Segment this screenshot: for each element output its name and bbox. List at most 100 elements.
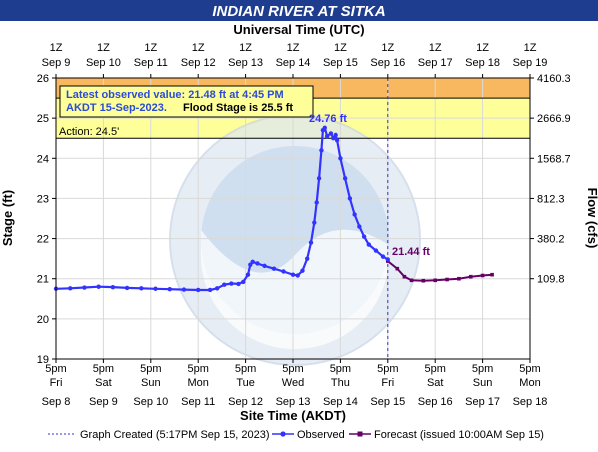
observed-point (357, 224, 362, 229)
top-tick-label-time: 1Z (287, 42, 300, 54)
legend-observed: Observed (297, 429, 345, 441)
observed-point (196, 287, 201, 293)
bottom-tick-label-date: Sep 9 (89, 396, 118, 408)
bottom-tick-label-date: Sep 8 (42, 396, 71, 408)
bottom-tick-label-date: Sep 18 (513, 396, 548, 408)
bottom-tick-label-day: Mon (519, 377, 540, 389)
left-tick-label: 25 (37, 113, 49, 125)
axis-ticks: 19 20 21 22 23 24 25 26 4160.3 2666.9 1568.7 812.3 3… (37, 42, 571, 408)
observed-point (347, 196, 353, 201)
bottom-tick-label-time: 5pm (330, 363, 351, 375)
info-box-line1: Latest observed value: 21.48 ft at 4:45 … (66, 89, 284, 101)
noaa-watermark-logo (169, 114, 421, 366)
bottom-tick-label-time: 5pm (377, 363, 398, 375)
bottom-tick-label-time: 5pm (140, 363, 161, 375)
forecast-point (421, 278, 426, 283)
observed-point (319, 148, 324, 153)
right-tick-label: 1568.7 (537, 153, 571, 165)
forecast-point (395, 266, 400, 271)
info-box-line2-a: AKDT 15-Sep-2023. (66, 102, 167, 114)
top-tick-label-date: Sep 10 (86, 57, 121, 69)
right-tick-label: 4160.3 (537, 73, 571, 85)
bottom-tick-label-day: Sun (141, 377, 161, 389)
bottom-tick-label-date: Sep 15 (370, 396, 405, 408)
observed-point (331, 136, 336, 141)
top-tick-label-time: 1Z (50, 42, 63, 54)
top-axis-title: Universal Time (UTC) (233, 22, 364, 37)
observed-point (222, 282, 227, 287)
top-tick-label-time: 1Z (476, 42, 489, 54)
observed-point (314, 200, 319, 205)
legend-observed-marker (280, 431, 286, 437)
legend: Graph Created (5:17PM Sep 15, 2023) Obse… (48, 429, 544, 441)
observed-point (214, 286, 220, 291)
legend-forecast: Forecast (issued 10:00AM Sep 15) (374, 429, 544, 441)
bottom-tick-label-time: 5pm (282, 363, 303, 375)
observed-point (110, 284, 116, 290)
observed-point (181, 287, 187, 292)
top-tick-label-time: 1Z (192, 42, 205, 54)
chart-title: INDIAN RIVER AT SITKA (212, 3, 385, 20)
bottom-tick-label-date: Sep 16 (418, 396, 453, 408)
observed-line (55, 125, 389, 292)
bottom-tick-label-day: Sat (95, 377, 112, 389)
left-tick-label: 21 (37, 274, 49, 286)
left-axis-title: Stage (ft) (0, 190, 15, 246)
bottom-tick-label-time: 5pm (187, 363, 208, 375)
right-tick-label: 812.3 (537, 193, 565, 205)
bottom-tick-label-day: Thu (331, 377, 350, 389)
observed-point (380, 254, 386, 259)
observed-point (324, 134, 330, 139)
top-tick-label-time: 1Z (429, 42, 442, 54)
left-tick-label: 23 (37, 193, 49, 205)
legend-graph-created: Graph Created (5:17PM Sep 15, 2023) (80, 429, 270, 441)
top-tick-label-time: 1Z (381, 42, 394, 54)
right-tick-label: 2666.9 (537, 113, 571, 125)
bottom-tick-label-time: 5pm (519, 363, 540, 375)
top-tick-label-date: Sep 19 (513, 57, 548, 69)
top-tick-label-time: 1Z (97, 42, 110, 54)
bottom-tick-label-date: Sep 11 (181, 396, 215, 408)
top-tick-label-date: Sep 14 (276, 57, 311, 69)
top-tick-label-date: Sep 16 (370, 57, 405, 69)
observed-point (167, 286, 172, 292)
observed-point (271, 266, 277, 271)
top-tick-label-time: 1Z (144, 42, 157, 54)
forecast-point (433, 278, 437, 283)
observed-point (366, 242, 372, 247)
observed-point (229, 281, 234, 286)
action-stage-label: Action: 24.5' (59, 126, 119, 138)
observed-point (245, 272, 251, 277)
observed-point (361, 234, 367, 239)
bottom-tick-label-time: 5pm (93, 363, 114, 375)
left-tick-label: 20 (37, 314, 49, 326)
bottom-tick-label-time: 5pm (45, 363, 66, 375)
observed-point (295, 273, 300, 278)
peak-value-label: 24.76 ft (309, 113, 347, 125)
top-tick-label-date: Sep 9 (42, 57, 71, 69)
forecast-point (480, 273, 485, 278)
observed-point (290, 272, 296, 277)
legend-forecast-marker (357, 431, 363, 437)
bottom-tick-label-date: Sep 12 (228, 396, 263, 408)
observed-point (139, 286, 144, 291)
bottom-tick-label-date: Sep 14 (323, 396, 358, 408)
observed-point (153, 286, 158, 291)
top-tick-label-date: Sep 18 (465, 57, 500, 69)
bottom-tick-label-day: Wed (282, 377, 304, 389)
bottom-tick-label-date: Sep 17 (465, 396, 500, 408)
observed-point (342, 176, 348, 181)
top-tick-label-time: 1Z (334, 42, 347, 54)
info-box-frame (59, 85, 314, 118)
title-bar (0, 0, 598, 21)
top-tick-label-date: Sep 12 (181, 57, 216, 69)
forecast-point (402, 274, 407, 279)
forecast-point (490, 272, 494, 277)
bottom-axis-title: Site Time (AKDT) (240, 408, 346, 423)
observed-point (250, 259, 255, 265)
bottom-tick-label-day: Mon (187, 377, 208, 389)
bottom-tick-label-day: Sun (473, 377, 493, 389)
observed-point (312, 220, 317, 225)
right-tick-label: 380.2 (537, 234, 565, 246)
forecast-point (409, 278, 414, 283)
